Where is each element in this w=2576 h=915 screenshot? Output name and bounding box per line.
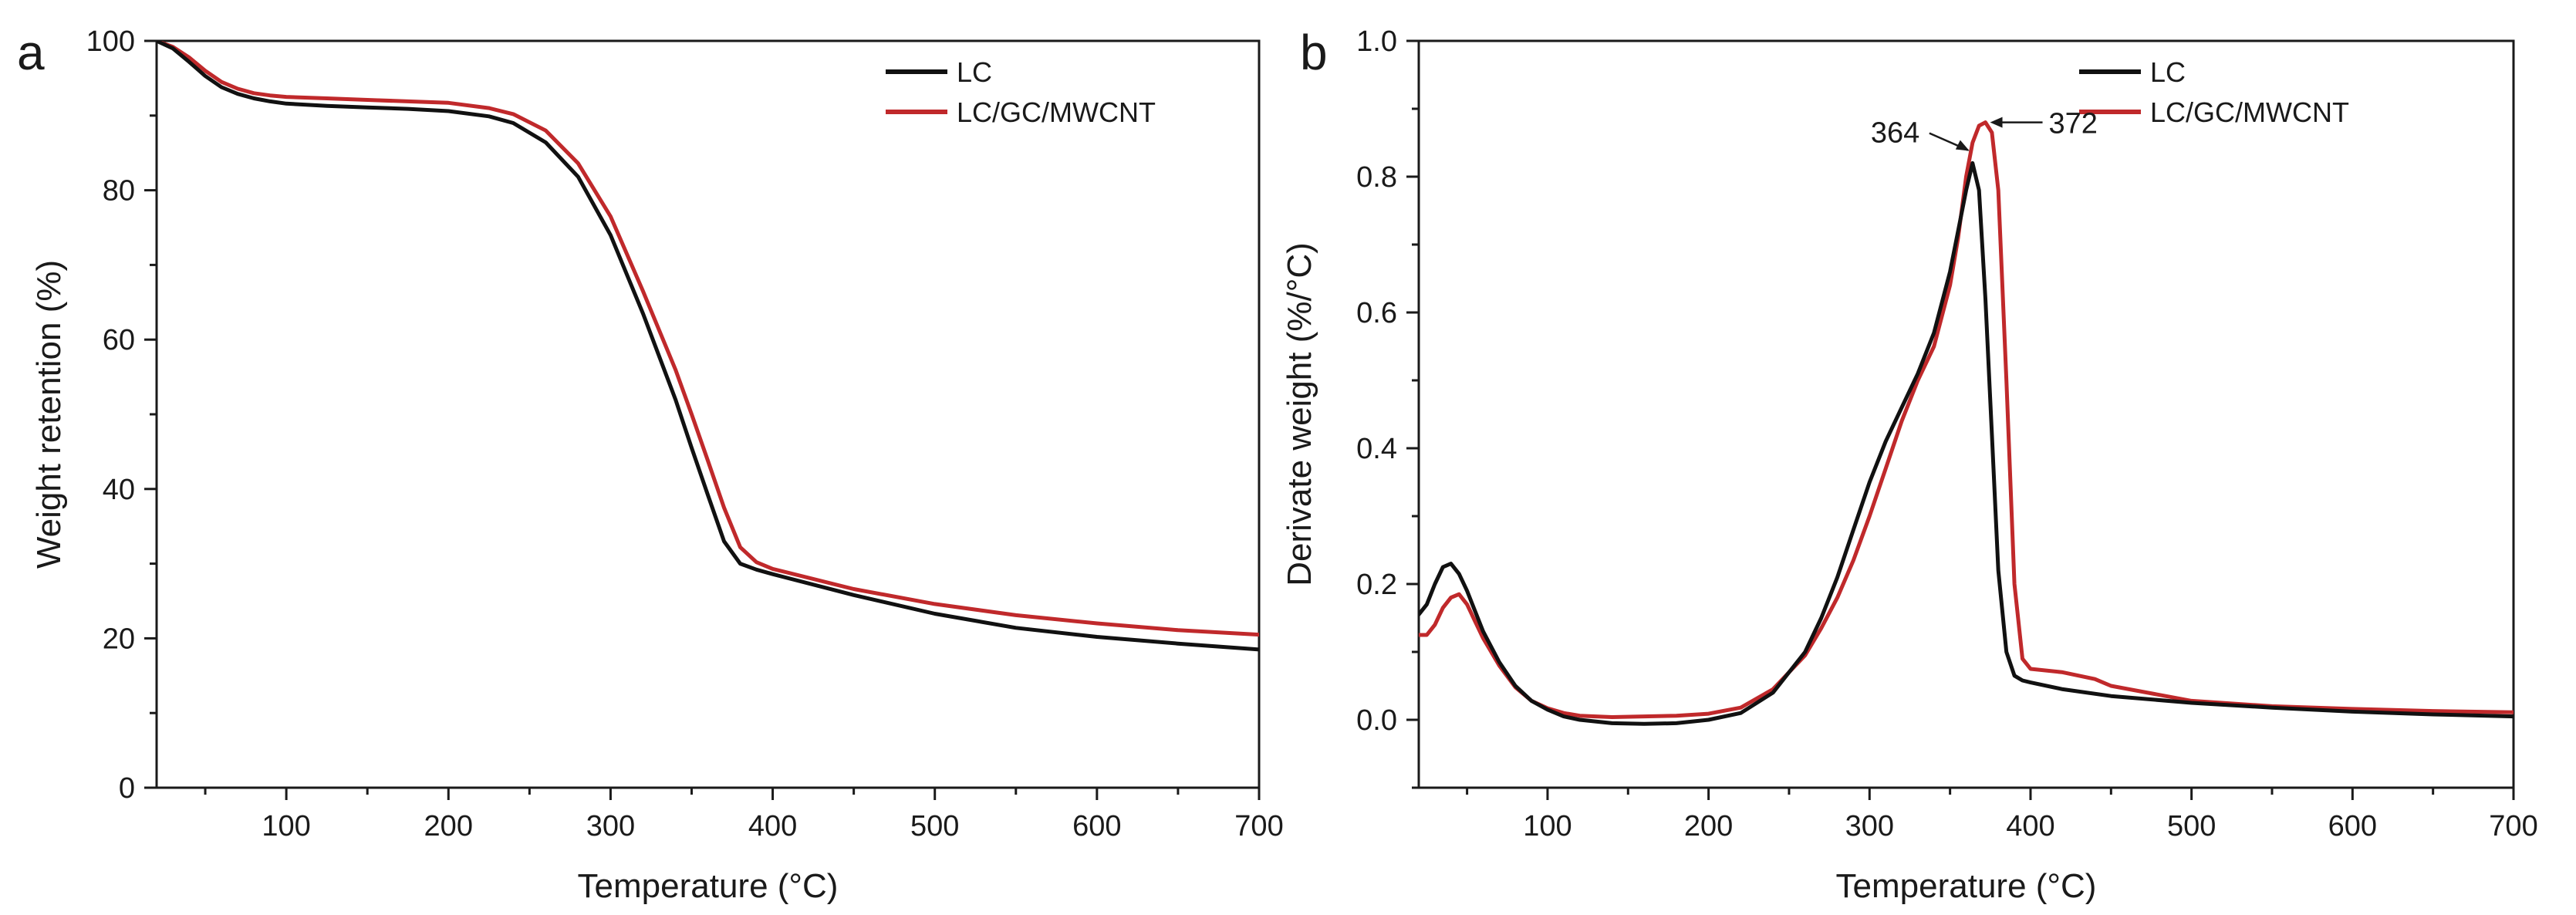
plot-frame [155, 39, 1261, 789]
x-tick-label: 600 [2328, 810, 2377, 842]
plot-frame [1417, 39, 2515, 789]
chart-panel-a: a 100 200 300 400 500 600 700 0 20 40 60 80 100 Tempe… [17, 25, 1284, 905]
panel-label-b: b [1300, 25, 1328, 80]
x-tick-label: 300 [1845, 810, 1894, 842]
y-tick-label: 20 [103, 623, 135, 655]
x-tick-label: 700 [1234, 810, 1283, 842]
y-tick-label: 0.6 [1356, 297, 1397, 329]
x-tick-label: 600 [1072, 810, 1121, 842]
legend-label-lc: LC [2150, 56, 2186, 88]
legend-label-lc: LC [957, 56, 992, 88]
series-line-lc [1419, 160, 2514, 726]
y-tick-label: 0.0 [1356, 704, 1397, 737]
y-tick-label: 1.0 [1356, 25, 1397, 58]
x-tick-label: 400 [748, 810, 797, 842]
chart-panel-b: b 100 200 300 400 500 600 700 0.0 0.2 0.4 0.6 0.8 1.… [1281, 25, 2538, 905]
x-tick-label: 500 [2167, 810, 2216, 842]
y-tick-label: 0 [119, 772, 135, 805]
x-tick-label: 100 [262, 810, 310, 842]
legend-label-lc-gc-mwcnt: LC/GC/MWCNT [957, 96, 1156, 128]
y-axis-title: Weight retention (%) [30, 260, 68, 569]
x-tick-label: 200 [424, 810, 473, 842]
x-tick-label: 500 [910, 810, 959, 842]
x-axis-title: Temperature (°C) [1836, 867, 2097, 905]
peak-arrowhead-372 [1990, 116, 2003, 128]
y-tick-label: 0.2 [1356, 569, 1397, 601]
x-tick-label: 700 [2489, 810, 2537, 842]
x-tick-label: 100 [1523, 810, 1572, 842]
legend-label-lc-gc-mwcnt: LC/GC/MWCNT [2150, 96, 2349, 128]
x-tick-label: 400 [2006, 810, 2054, 842]
y-tick-label: 80 [103, 175, 135, 208]
y-tick-label: 40 [103, 474, 135, 506]
peak-label-364: 364 [1871, 117, 1919, 150]
y-tick-label: 100 [86, 25, 135, 58]
series-line-lc-gc-mwcnt [1419, 120, 2514, 719]
x-axis-title: Temperature (°C) [578, 867, 839, 905]
y-tick-label: 0.4 [1356, 433, 1397, 465]
y-axis-title: Derivate weight (%/°C) [1281, 242, 1318, 586]
y-tick-label: 0.8 [1356, 161, 1397, 194]
peak-arrowhead-364 [1955, 140, 1970, 151]
x-tick-label: 300 [586, 810, 635, 842]
peak-label-372: 372 [2049, 108, 2098, 140]
y-tick-label: 60 [103, 324, 135, 356]
series-group [157, 41, 1259, 652]
panel-label-a: a [17, 25, 45, 80]
series-group [1419, 120, 2514, 726]
series-line-lc [157, 41, 1259, 652]
x-tick-label: 200 [1684, 810, 1733, 842]
series-line-lc-gc-mwcnt [157, 41, 1259, 637]
